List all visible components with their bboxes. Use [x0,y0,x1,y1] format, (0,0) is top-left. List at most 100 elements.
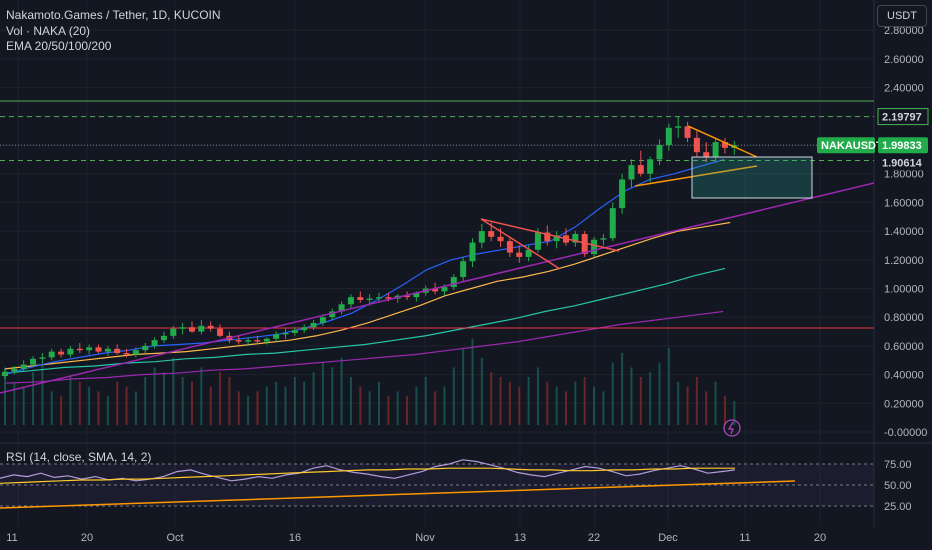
volume-bar [443,386,446,425]
candle [553,235,560,242]
rsi-pane [0,459,874,507]
volume-bar [209,386,212,425]
volume-bar [256,391,259,425]
price-tick: 2.40000 [884,83,924,95]
rsi-tick: 75.00 [884,459,912,471]
price-tick: 2.80000 [884,25,924,37]
candle [544,232,551,242]
candles [2,116,738,379]
volume-legend: Vol · NAKA (20) [6,24,91,38]
candle [637,165,644,174]
candle [198,325,205,332]
candle [534,232,541,250]
volume-bar [368,391,371,425]
candle [76,348,83,351]
candle [48,351,55,358]
candle [656,145,663,160]
currency-button[interactable]: USDT [877,5,927,27]
red-wedge-bottom [480,218,620,252]
support-badge-bg [878,154,928,171]
candle [404,295,411,298]
candle [712,142,719,157]
volume-bar [78,381,81,425]
volume-bar [32,372,35,425]
candle [319,317,326,323]
price-tick: 0.80000 [884,312,924,324]
price-axis: 2.80000 2.60000 2.40000 1.80000 1.60000 1.400… [884,25,927,439]
candle [170,328,177,336]
volume-bar [293,377,296,425]
volume-bar [452,367,455,425]
rsi-axis: 75.00 50.00 25.00 [884,459,912,513]
volume-bar [60,396,63,425]
time-tick: Oct [166,532,183,544]
volume-bar [144,377,147,425]
volume-bar [480,357,483,425]
volume-bar [546,381,549,425]
volume-bar [574,381,577,425]
volume-bar [172,357,175,425]
candle [385,297,392,299]
volume-bar [41,362,44,425]
ema-lines [4,158,731,384]
volume-bar [312,372,315,425]
volume-bar [555,386,558,425]
ema200-line [4,310,724,384]
volume-bar [265,386,268,425]
volume-bar [723,396,726,425]
volume-bar [275,381,278,425]
candle [572,233,579,243]
price-tick: 0.20000 [884,398,924,410]
time-axis: 11 20 Oct 16 Nov 13 22 Dec 11 20 [6,532,826,544]
volume-bar [125,386,128,425]
volume-bar [695,377,698,425]
price-tick: 1.20000 [884,255,924,267]
candle [413,292,420,298]
volume-bar [499,377,502,425]
volume-bar [536,367,539,425]
rsi-line [0,459,736,482]
volume-bar [378,381,380,425]
candle [581,233,588,255]
rsi-tick: 25.00 [884,501,912,513]
volume-bar [705,391,708,425]
volume-bar [527,377,530,425]
candle [30,358,37,365]
time-tick: 22 [588,532,600,544]
candle [338,304,345,312]
volume-bar [424,377,427,425]
candle [357,297,364,300]
candle [432,288,439,292]
rsi-legend: RSI (14, close, SMA, 14, 2) [6,450,152,464]
candle [67,348,74,355]
volume-bar [565,391,567,425]
time-tick: 11 [6,532,17,544]
volume-bar [508,381,511,425]
candle [291,330,298,333]
time-tick: Nov [415,532,435,544]
candle [460,261,467,278]
purple-trendline [0,182,875,394]
last-price-badge: 1.99833 [882,140,922,152]
volume-bar [181,377,184,425]
volume-bar [518,386,521,425]
orange-wedge-top [687,125,758,158]
volume-bar [106,396,109,425]
target-box [691,156,813,199]
lightning-glyph [727,421,734,435]
candle [151,340,158,346]
candle [675,126,682,128]
candle [207,325,214,329]
volume-bar [406,396,409,425]
candle [441,287,448,292]
candle [86,347,93,351]
resistance-badge-border [877,108,929,126]
candle [469,242,476,262]
volume-bar [649,372,652,425]
volume-bar [303,381,306,425]
volume-bar [639,377,642,425]
volume-bar [686,386,689,425]
symbol-badge: NAKAUSDT [821,140,883,152]
time-tick: 16 [289,532,301,544]
